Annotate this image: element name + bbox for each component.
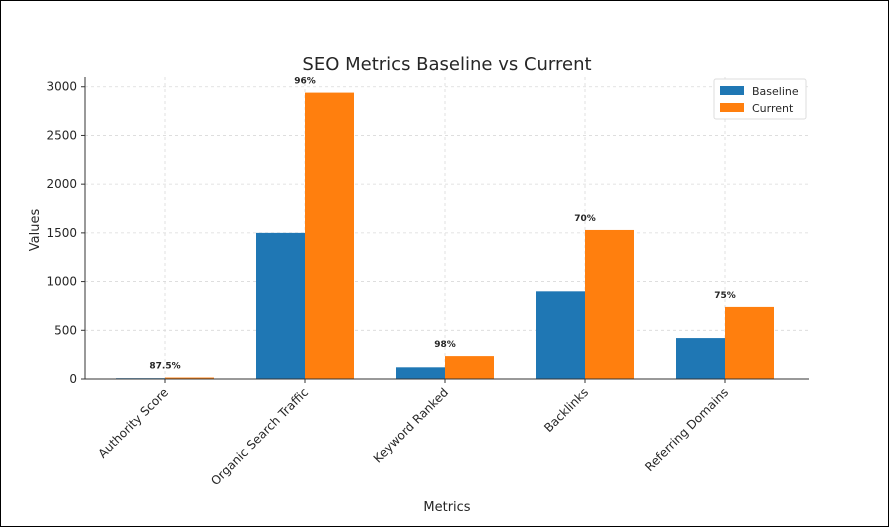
y-tick-label: 0 <box>69 372 77 386</box>
bar-value-labels: 87.5% 96% 98% 70% 75% <box>149 77 735 372</box>
bar-baseline <box>256 232 305 379</box>
bar-percent-label: 70% <box>574 214 596 224</box>
bar-baseline <box>676 338 725 379</box>
chart-title: SEO Metrics Baseline vs Current <box>302 54 591 75</box>
bar-current <box>165 377 214 379</box>
legend-swatch-baseline <box>720 86 744 95</box>
y-tick-label: 1500 <box>46 226 77 240</box>
x-tick-label: Referring Domains <box>642 385 731 474</box>
bar-percent-label: 96% <box>294 77 316 87</box>
y-axis-label: Values <box>28 209 43 252</box>
x-tick-label: Keyword Ranked <box>371 385 451 465</box>
axes: 0 500 1000 1500 2000 2500 3000 Authority Score O… <box>46 77 809 488</box>
bars <box>116 92 774 379</box>
y-tick-label: 500 <box>54 323 77 337</box>
bar-current <box>305 92 354 379</box>
y-tick-label: 2000 <box>46 177 77 191</box>
bar-baseline <box>396 367 445 379</box>
y-tick-label: 2500 <box>46 128 77 142</box>
legend-label-baseline: Baseline <box>752 85 799 98</box>
x-axis-label: Metrics <box>423 500 470 515</box>
bar-percent-label: 75% <box>714 291 736 301</box>
bar-baseline <box>536 291 585 379</box>
grid-lines <box>85 77 809 380</box>
bar-percent-label: 87.5% <box>149 362 180 372</box>
y-tick-label: 3000 <box>46 80 77 94</box>
x-tick-label: Authority Score <box>95 385 171 461</box>
bar-percent-label: 98% <box>434 340 456 350</box>
legend-label-current: Current <box>752 102 794 115</box>
bar-current <box>725 306 774 379</box>
legend-swatch-current <box>720 103 744 112</box>
bar-current <box>445 356 494 379</box>
x-tick-label: Organic Search Traffic <box>208 385 311 488</box>
y-tick-label: 1000 <box>46 275 77 289</box>
bar-current <box>585 229 634 379</box>
x-tick-label: Backlinks <box>541 385 591 435</box>
legend: Baseline Current <box>713 78 807 120</box>
